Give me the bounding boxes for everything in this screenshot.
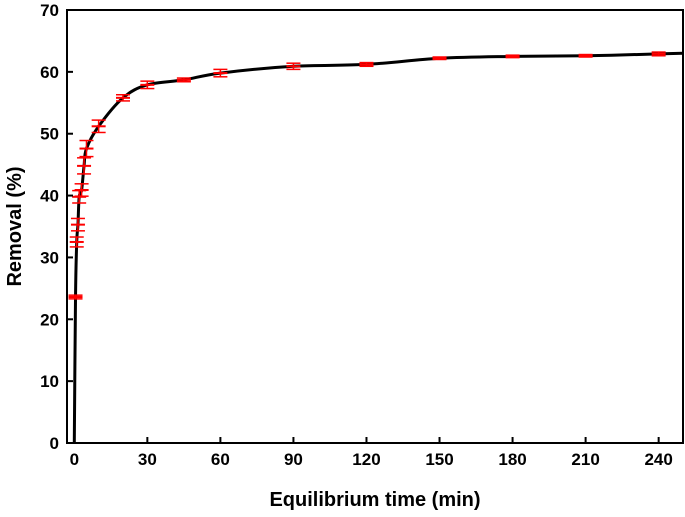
- x-tick-label: 0: [70, 450, 79, 469]
- y-tick-label: 10: [40, 372, 59, 391]
- y-tick-label: 50: [40, 125, 59, 144]
- data-point: [176, 77, 191, 83]
- y-axis-title: Removal (%): [4, 166, 26, 286]
- x-tick-label: 60: [211, 450, 230, 469]
- plot-area: [68, 51, 684, 444]
- x-tick-label: 120: [352, 450, 380, 469]
- x-tick-label: 210: [571, 450, 599, 469]
- data-point: [79, 139, 94, 158]
- x-tick-label: 30: [138, 450, 157, 469]
- data-point: [578, 53, 593, 58]
- data-point: [69, 236, 84, 248]
- data-point: [140, 80, 155, 90]
- data-point: [505, 54, 520, 59]
- data-point: [74, 183, 89, 197]
- y-tick-label: 60: [40, 63, 59, 82]
- x-tick-label: 90: [284, 450, 303, 469]
- x-axis-title: Equilibrium time (min): [269, 489, 480, 511]
- y-tick-label: 40: [40, 187, 59, 206]
- y-tick-label: 70: [40, 1, 59, 20]
- data-point: [77, 157, 92, 175]
- series-line: [72, 51, 684, 444]
- y-tick-label: 0: [50, 434, 59, 453]
- x-tick-label: 150: [425, 450, 453, 469]
- data-point: [359, 61, 374, 68]
- x-tick-label: 240: [644, 450, 672, 469]
- plot-frame: [66, 9, 684, 444]
- y-tick-label: 20: [40, 310, 59, 329]
- axes: 0 30 60 90 120 150 180 210 240 0 10 20 30 40 50 60 70: [40, 1, 684, 469]
- data-point: [651, 51, 666, 57]
- data-point: [432, 56, 447, 61]
- y-tick-label: 30: [40, 248, 59, 267]
- data-point: [91, 119, 106, 134]
- data-point: [116, 93, 130, 102]
- data-point: [68, 294, 83, 300]
- data-point: [213, 68, 228, 78]
- x-tick-label: 180: [498, 450, 526, 469]
- data-point: [286, 62, 301, 71]
- data-point: [70, 217, 85, 232]
